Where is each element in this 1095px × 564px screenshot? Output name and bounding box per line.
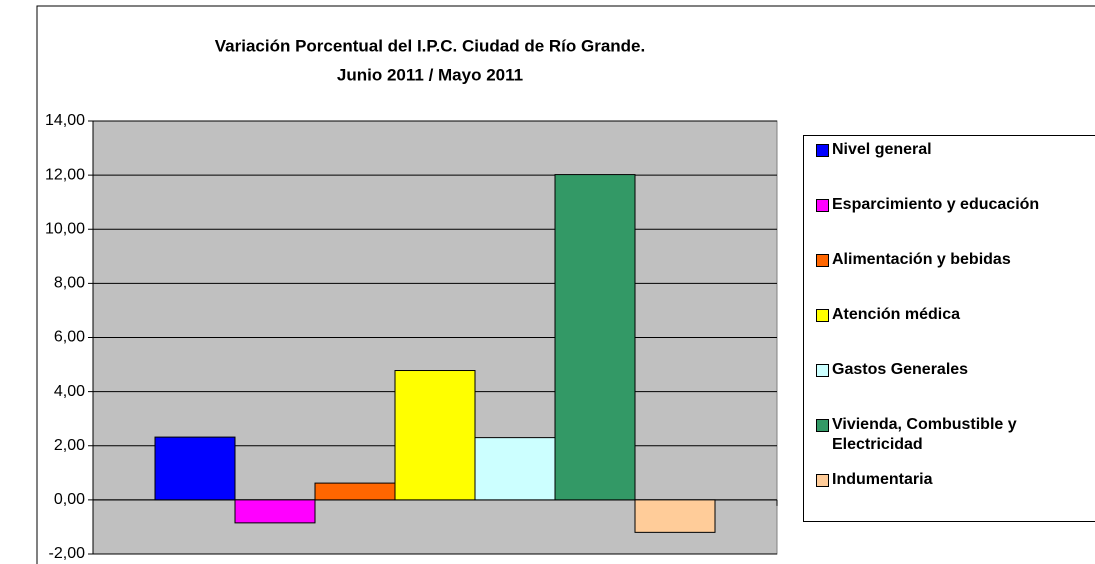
y-tick-label: 8,00 bbox=[54, 275, 85, 292]
y-tick-label: -2,00 bbox=[49, 545, 86, 562]
legend-label: Nivel general bbox=[832, 141, 932, 158]
legend-item: Atención médica bbox=[816, 305, 1095, 360]
legend-item: Esparcimiento y educación bbox=[816, 195, 1095, 250]
legend-label: Atención médica bbox=[832, 306, 961, 323]
bar bbox=[314, 482, 396, 501]
bar bbox=[154, 436, 236, 501]
y-tick-label: 2,00 bbox=[54, 437, 85, 454]
legend-item: Nivel general bbox=[816, 140, 1095, 195]
legend-item: Gastos Generales bbox=[816, 360, 1095, 415]
bar bbox=[554, 174, 636, 501]
bar bbox=[394, 370, 476, 501]
bar bbox=[234, 499, 316, 524]
y-tick-label: 0,00 bbox=[54, 491, 85, 508]
bar bbox=[474, 437, 556, 501]
legend-item: Alimentación y bebidas bbox=[816, 250, 1095, 305]
legend-label: Gastos Generales bbox=[832, 361, 969, 378]
legend: Nivel general Esparcimiento y educación Al… bbox=[803, 135, 1095, 522]
chart-subtitle: Junio 2011 / Mayo 2011 bbox=[337, 65, 523, 84]
legend-label: Indumentaria bbox=[832, 471, 933, 488]
legend-swatch bbox=[816, 309, 829, 322]
legend-swatch bbox=[816, 364, 829, 377]
legend-swatch bbox=[816, 474, 829, 487]
y-tick-label: 4,00 bbox=[54, 383, 85, 400]
legend-label: Esparcimiento y educación bbox=[832, 196, 1040, 213]
legend-item: Indumentaria bbox=[816, 470, 1095, 521]
y-tick-label: 10,00 bbox=[45, 220, 85, 237]
y-tick-label: 6,00 bbox=[54, 329, 85, 346]
legend-label: Vivienda, Combustible y Electricidad bbox=[832, 416, 1017, 453]
legend-swatch bbox=[816, 419, 829, 432]
legend-swatch bbox=[816, 254, 829, 267]
y-tick-label: 14,00 bbox=[45, 112, 85, 129]
legend-label: Alimentación y bebidas bbox=[832, 251, 1011, 268]
legend-swatch bbox=[816, 144, 829, 157]
bar bbox=[634, 499, 716, 533]
legend-swatch bbox=[816, 199, 829, 212]
legend-item: Vivienda, Combustible y Electricidad bbox=[816, 415, 1095, 470]
chart-title: Variación Porcentual del I.P.C. Ciudad d… bbox=[215, 36, 645, 55]
y-tick-label: 12,00 bbox=[45, 166, 85, 183]
